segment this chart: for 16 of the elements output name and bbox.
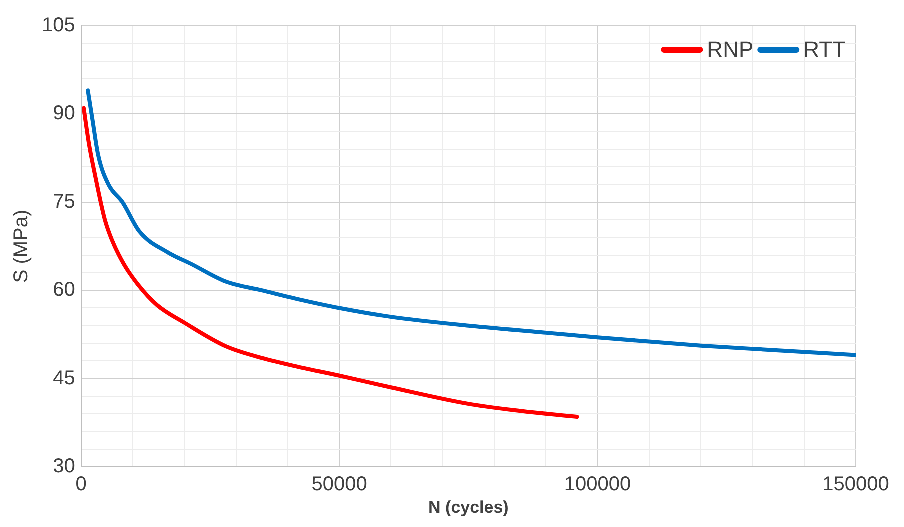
x-tick-label: 50000 [312,474,368,496]
x-axis-title: N (cycles) [428,498,509,518]
y-tick-label: 105 [42,14,76,37]
y-tick-label: 60 [53,279,76,302]
legend-label: RNP [707,37,754,62]
y-tick-label: 30 [53,456,76,478]
y-tick-label: 45 [53,367,76,390]
legend-label: RTT [804,37,846,62]
line-series [82,106,580,420]
line-series [86,88,856,358]
y-tick-label: 90 [53,102,76,125]
x-tick-label: 100000 [564,474,632,496]
y-tick-label: 75 [53,190,76,213]
x-tick-label: 0 [76,474,87,496]
y-axis-title: S (MPa) [10,210,33,284]
x-tick-label: 150000 [822,474,890,496]
